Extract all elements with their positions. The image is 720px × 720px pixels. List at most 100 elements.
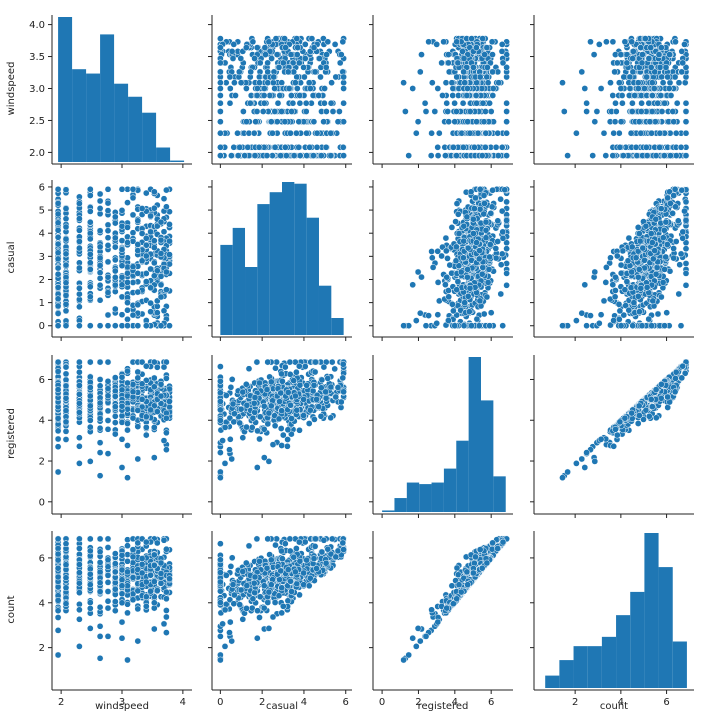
histogram-bar — [245, 267, 258, 335]
scatter-point — [96, 269, 104, 277]
scatter-point — [118, 262, 126, 270]
scatter-point — [661, 322, 668, 330]
scatter-point — [463, 92, 471, 99]
y-tick-label: 0 — [39, 321, 45, 332]
scatter-point — [54, 264, 62, 272]
scatter-point — [86, 322, 94, 330]
scatter-point — [76, 442, 83, 450]
scatter-point — [675, 79, 683, 87]
scatter-point — [217, 152, 224, 159]
scatter-point — [434, 152, 442, 159]
scatter-point — [62, 418, 70, 426]
y-tick-label: 1 — [39, 298, 45, 309]
scatter-point — [217, 79, 224, 87]
scatter-point — [453, 38, 461, 46]
scatter-point — [76, 399, 83, 407]
scatter-point — [86, 417, 94, 424]
scatter-point — [464, 118, 471, 126]
scatter-point — [217, 35, 224, 42]
scatter-point — [478, 152, 486, 159]
scatter-point — [476, 73, 484, 81]
scatter-point — [637, 129, 645, 137]
scatter-point — [86, 192, 94, 199]
scatter-point — [147, 284, 154, 292]
scatter-point — [104, 377, 112, 385]
scatter-point — [124, 426, 131, 434]
scatter-point — [124, 299, 131, 307]
scatter-point — [305, 79, 313, 87]
scatter-point — [62, 215, 70, 223]
scatter-point — [503, 99, 510, 107]
scatter-point — [54, 219, 62, 227]
scatter-point — [617, 261, 625, 269]
scatter-point — [669, 209, 676, 217]
scatter-point — [610, 129, 618, 137]
scatter-point — [626, 85, 634, 92]
scatter-point — [453, 243, 460, 251]
scatter-point — [104, 185, 112, 193]
scatter-point — [142, 424, 150, 431]
scatter-point — [595, 319, 603, 327]
scatter-point — [235, 68, 243, 76]
scatter-point — [54, 226, 62, 234]
scatter-point — [448, 224, 456, 231]
scatter-point — [230, 143, 238, 151]
scatter-point — [62, 250, 70, 258]
scatter-point — [625, 306, 633, 314]
scatter-point — [610, 317, 617, 324]
scatter-point — [662, 218, 670, 226]
scatter-point — [669, 108, 677, 115]
scatter-point — [86, 358, 94, 366]
scatter-point — [560, 108, 568, 115]
scatter-point — [647, 64, 655, 71]
scatter-point — [150, 374, 158, 382]
scatter-point — [76, 284, 83, 292]
scatter-point — [503, 270, 510, 277]
scatter-point — [104, 425, 112, 433]
scatter-point — [657, 205, 665, 212]
scatter-point — [471, 205, 478, 212]
scatter-point — [76, 290, 83, 298]
scatter-point — [473, 239, 480, 246]
scatter-point — [339, 38, 347, 46]
scatter-point — [654, 310, 662, 318]
panel-casual-vs-count — [530, 180, 694, 341]
scatter-point — [647, 44, 655, 51]
scatter-point — [293, 129, 300, 137]
scatter-point — [147, 228, 154, 236]
scatter-point — [449, 300, 456, 308]
scatter-point — [150, 424, 158, 431]
scatter-point — [641, 85, 648, 92]
scatter-point — [54, 427, 62, 435]
scatter-point — [612, 287, 619, 294]
scatter-point — [648, 129, 655, 137]
scatter-point — [431, 108, 439, 115]
scatter-point — [667, 152, 674, 159]
scatter-point — [677, 322, 685, 330]
scatter-point — [310, 44, 318, 51]
scatter-point — [332, 73, 340, 81]
scatter-point — [306, 143, 313, 151]
scatter-point — [157, 273, 165, 280]
scatter-point — [416, 68, 424, 76]
scatter-point — [464, 85, 471, 92]
scatter-point — [428, 248, 435, 255]
scatter-point — [478, 270, 486, 278]
scatter-point — [253, 85, 261, 92]
scatter-point — [648, 322, 656, 330]
scatter-point — [639, 244, 647, 252]
y-tick-label: 0 — [39, 497, 45, 508]
scatter-point — [96, 281, 104, 289]
scatter-point — [76, 238, 83, 245]
scatter-point — [638, 322, 646, 330]
scatter-point — [104, 273, 112, 281]
scatter-point — [564, 152, 571, 159]
histogram-bar — [114, 83, 129, 162]
scatter-point — [322, 64, 330, 71]
scatter-point — [76, 227, 83, 234]
scatter-point — [471, 143, 478, 151]
panel-casual-vs-casual — [208, 180, 352, 341]
scatter-point — [409, 85, 417, 92]
scatter-point — [609, 38, 617, 46]
